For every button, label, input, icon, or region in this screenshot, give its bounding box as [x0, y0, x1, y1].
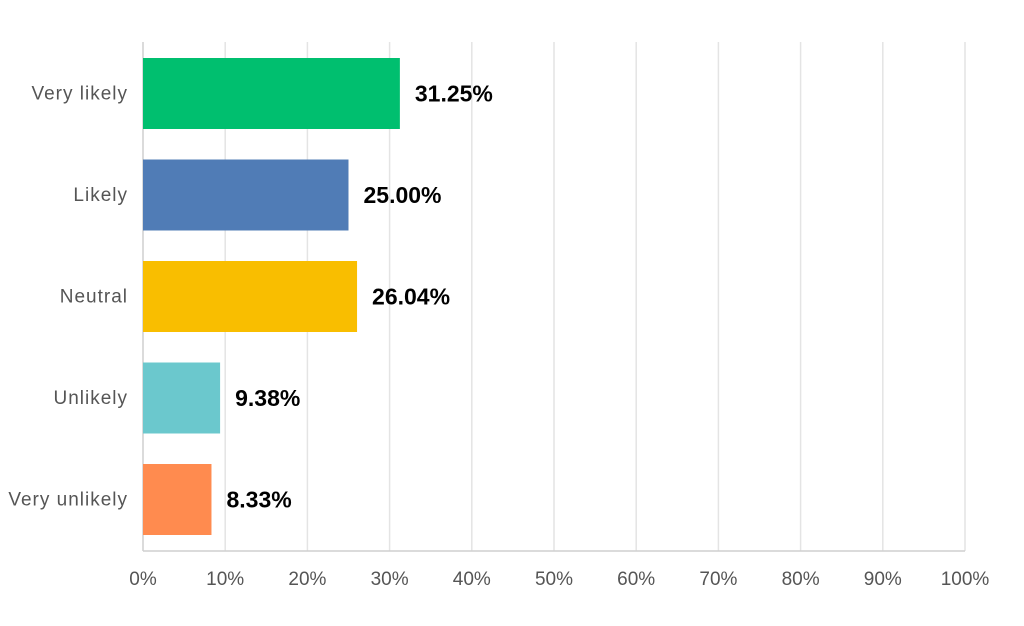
- category-label: Very unlikely: [8, 490, 128, 511]
- x-tick-label: 70%: [699, 569, 737, 590]
- x-tick-label: 0%: [129, 569, 157, 590]
- bar: [143, 261, 358, 332]
- category-label: Very likely: [31, 84, 128, 105]
- category-label: Likely: [73, 185, 128, 206]
- data-label: 31.25%: [415, 81, 493, 107]
- bar: [143, 159, 349, 231]
- category-label: Unlikely: [53, 388, 128, 409]
- data-labels: 31.25% 25.00% 26.04% 9.38% 8.33%: [226, 81, 492, 513]
- x-tick-label: 100%: [941, 569, 990, 590]
- bar: [143, 58, 400, 129]
- data-label: 26.04%: [372, 284, 450, 310]
- x-tick-label: 60%: [617, 569, 655, 590]
- x-tick-label: 80%: [782, 569, 820, 590]
- bars: [143, 58, 400, 535]
- bar: [143, 362, 221, 434]
- bar: [143, 464, 212, 535]
- x-tick-label: 10%: [206, 569, 244, 590]
- data-label: 8.33%: [226, 487, 291, 513]
- category-label: Neutral: [60, 287, 128, 308]
- x-tick-label: 30%: [371, 569, 409, 590]
- data-label: 9.38%: [235, 385, 300, 411]
- data-label: 25.00%: [364, 182, 442, 208]
- x-tick-label: 90%: [864, 569, 902, 590]
- x-tick-labels: 0% 10% 20% 30% 40% 50% 60% 70% 80% 90% 100%: [129, 569, 989, 590]
- x-tick-label: 20%: [288, 569, 326, 590]
- x-tick-label: 40%: [453, 569, 491, 590]
- category-labels: Very likely Likely Neutral Unlikely Very unl…: [8, 84, 128, 511]
- x-tick-label: 50%: [535, 569, 573, 590]
